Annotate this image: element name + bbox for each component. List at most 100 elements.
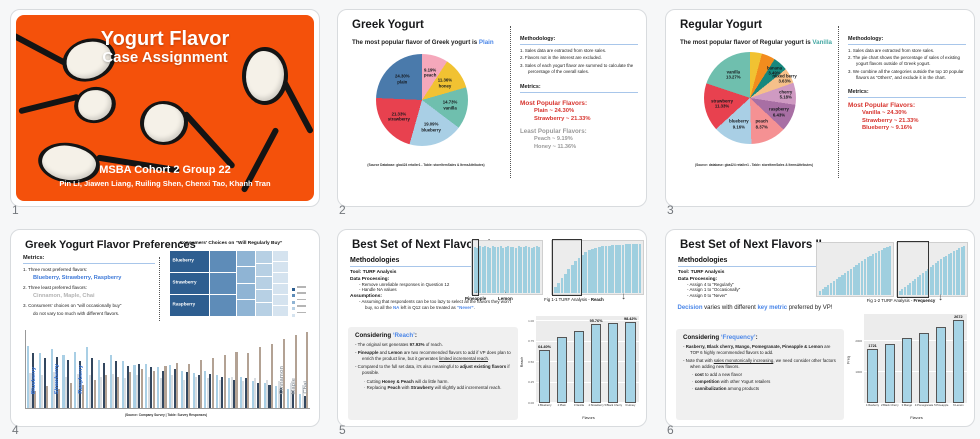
bar [573,330,585,403]
bar-group [180,330,192,408]
bar [133,365,136,408]
bar-value-label: 2672 [954,314,963,319]
bar [918,332,930,403]
x-tick-label: 4:Pomegranate [914,403,934,407]
bar [216,375,219,408]
bar [29,372,32,408]
bar [824,286,827,295]
bar [204,370,207,408]
pie-slice-label: banana 3.49% [766,64,783,76]
bar [76,373,79,408]
slide-1-thumbnail[interactable]: Yogurt Flavor Case Assignment MSBA Cohor… [10,9,320,207]
bullet-bold: competition [694,379,720,385]
bar-value-label: 1721 [868,344,877,349]
slide-title: Best Set of Next Flavors II [680,239,822,251]
assumption-highlight: NA [393,305,400,311]
slide-3-thumbnail[interactable]: Regular Yogurt The most popular flavor o… [665,9,975,207]
bullet-text: . [487,356,490,362]
methodology-item: 1. Sales data are extracted from store s… [848,48,935,53]
metrics-heading: Metrics: [848,89,966,98]
bar [841,274,844,295]
bar-group [192,330,204,408]
bullet-bold: Strawberry [410,385,434,391]
bar-group [109,330,121,408]
treemap-column [255,250,272,316]
pie-slice-label: 11.36% honey [437,77,453,89]
treemap-column [272,250,289,316]
bar [86,347,89,408]
bar [849,268,852,295]
flavor-label: Maple [290,377,297,394]
bar [211,358,214,408]
treemap-cell [255,250,272,263]
gridline [536,340,639,342]
figure-caption: Fig 1-1 TURF Analysis - Reach [530,297,618,302]
bar [69,383,72,408]
bar [556,336,567,403]
bar [955,249,958,295]
bar [909,282,912,295]
bar [901,288,904,295]
treemap-cell: Raspberry [169,294,210,316]
treemap-cell [255,276,272,290]
treemap-cell: Strawberry [169,272,210,294]
subtitle-text: The most popular flavor of Regular yogur… [680,39,811,46]
bullet-text: · [692,379,695,385]
bar [289,383,292,408]
bar-value-label: 64.40% [538,345,552,350]
box-heading-text: : [414,332,417,339]
legend-row [292,311,306,317]
legend-swatch [292,287,295,291]
bullet-bold: cost [694,372,704,378]
bullet-text: - [355,350,358,356]
bar [635,244,638,293]
bar [867,349,878,403]
bar [34,390,37,408]
pie-slice-label: 19.09% blueberry [421,121,441,133]
bar [228,378,231,408]
bar [906,284,909,295]
gridline [536,320,639,321]
highlight-box [897,241,929,298]
bar [223,354,226,408]
bar [280,387,283,408]
bar [924,270,927,295]
treemap-cell [210,250,236,272]
bar [124,378,127,408]
highlight-box [472,239,480,296]
y-tick-label: 0.25 [528,380,534,385]
box-heading: Considering ‘Frequency’: [683,334,837,341]
slide-4-thumbnail[interactable]: Greek Yogurt Flavor Preferences Metrics:… [10,229,320,427]
slide-subtitle: The most popular flavor of Regular yogur… [680,39,832,46]
bullet-bold: Peach [387,385,401,391]
treemap-cell [236,283,255,299]
bar [247,353,250,408]
source-caption: (Source: Company Survey | Table: Survey … [124,413,208,417]
chart-panel: 1.00 0.75 0.50 0.25 0.00 64.40% 1:Blueberry 2:P… [528,316,639,406]
bar [835,278,838,295]
bar [489,247,492,293]
bar [31,353,34,408]
bar [150,367,153,408]
x-axis-label: Flavors [910,416,923,420]
bullet-text: among products [726,385,760,391]
metrics-heading: Metrics: [520,84,638,93]
slide-5-thumbnail[interactable]: Best Set of Next Flavors I Methodologies… [337,229,647,427]
slide-2-thumbnail[interactable]: Greek Yogurt The most popular flavor of … [337,9,647,207]
bar [525,246,528,293]
y-tick-label: 1.00 [528,318,534,323]
bar [535,246,538,293]
bar [259,347,262,408]
frequency-thumbnail-chart [816,242,894,297]
box-heading-highlight: ‘Frequency’ [720,334,756,341]
methodology-panel: Methodologies Tool: TURF Analysis Data P… [350,257,512,311]
bar [504,246,507,293]
bar [953,319,964,403]
spoon-image [18,93,80,115]
sub-bullet-item: · competition with other Yogurt retailer… [692,379,837,385]
slide-6-thumbnail[interactable]: Best Set of Next Flavors II Methodologie… [665,229,975,427]
bar [611,245,615,293]
bar [507,246,510,293]
bar [527,246,530,293]
bar [614,245,618,293]
